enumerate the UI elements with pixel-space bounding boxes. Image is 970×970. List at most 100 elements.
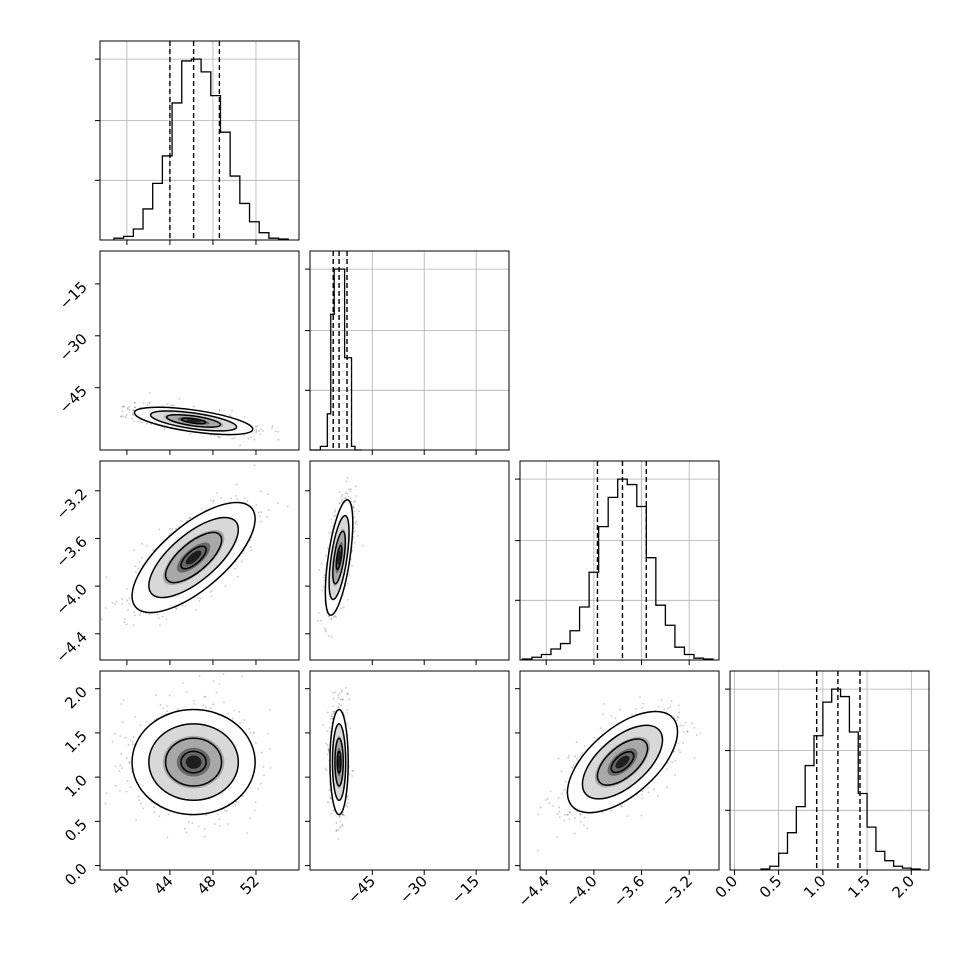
scatter-point <box>115 600 118 603</box>
scatter-point <box>341 813 344 816</box>
scatter-point <box>346 805 349 808</box>
x-tick-label: 0.0 <box>712 872 742 902</box>
scatter-point <box>150 423 152 425</box>
scatter-point <box>334 510 336 513</box>
scatter-point <box>544 799 547 801</box>
scatter-point <box>133 611 136 614</box>
scatter-point <box>193 699 196 702</box>
scatter-point <box>330 797 332 800</box>
scatter-point <box>142 807 144 810</box>
scatter-point <box>341 814 344 816</box>
scatter-point <box>342 698 344 701</box>
scatter-point <box>349 490 352 493</box>
scatter-point <box>123 405 126 408</box>
scatter-point <box>199 597 202 600</box>
scatter-point <box>181 604 184 607</box>
scatter-point <box>124 416 127 419</box>
scatter-point <box>326 547 329 550</box>
scatter-point <box>353 516 355 519</box>
scatter-point <box>352 769 355 772</box>
scatter-point <box>248 727 251 730</box>
scatter-point <box>346 709 348 712</box>
scatter-point <box>327 801 329 804</box>
scatter-point <box>127 609 130 611</box>
scatter-point <box>121 721 124 724</box>
scatter-point <box>111 601 114 604</box>
scatter-point <box>341 500 343 503</box>
histogram-background <box>730 671 929 870</box>
scatter-point <box>346 476 349 479</box>
histogram-frame <box>729 670 930 871</box>
scatter-point <box>137 567 140 570</box>
scatter-point <box>166 836 169 839</box>
scatter-point <box>177 525 180 528</box>
scatter-point <box>129 786 132 788</box>
y-tick-label: −4.0 <box>52 580 90 618</box>
scatter-point <box>113 732 116 735</box>
scatter-point <box>133 401 136 404</box>
scatter-point <box>188 516 191 519</box>
scatter-point <box>189 432 192 435</box>
scatter-point <box>212 703 215 706</box>
scatter-point <box>274 430 277 433</box>
scatter-point <box>332 810 335 812</box>
scatter-point <box>569 812 572 814</box>
scatter-point <box>105 792 108 795</box>
scatter-point <box>327 748 329 751</box>
scatter-point <box>355 520 358 523</box>
scatter-point <box>132 736 135 738</box>
scatter-point <box>145 720 148 723</box>
scatter-point <box>262 765 265 768</box>
scatter-point <box>358 510 360 513</box>
scatter-point <box>328 748 330 751</box>
scatter-point <box>120 415 123 417</box>
scatter-point <box>241 795 244 797</box>
scatter-point <box>120 415 122 418</box>
scatter-point <box>141 421 144 424</box>
scatter-point <box>317 619 319 622</box>
density-contour <box>332 530 347 585</box>
scatter-point <box>539 806 542 809</box>
scatter-point <box>347 798 350 801</box>
scatter-point <box>330 518 333 521</box>
scatter-point <box>317 612 320 615</box>
scatter-point <box>168 532 171 535</box>
scatter-point <box>123 618 126 620</box>
scatter-point <box>227 712 230 715</box>
density-content <box>100 464 289 627</box>
y-tick-label: 1.0 <box>61 771 91 801</box>
scatter-point <box>118 770 121 773</box>
density-contour <box>131 708 256 816</box>
scatter-point <box>231 437 234 440</box>
scatter-point <box>341 493 344 496</box>
scatter-point <box>326 711 329 714</box>
scatter-point <box>114 765 117 768</box>
scatter-point <box>171 404 174 407</box>
scatter-point <box>212 501 214 503</box>
y-tick-label: −3.6 <box>52 533 90 571</box>
scatter-point <box>351 565 353 567</box>
scatter-point <box>218 825 221 827</box>
scatter-point <box>337 838 340 840</box>
density-panel-0-2: −4.4−4.0−3.6−3.2 <box>52 460 300 666</box>
x-tick-label: 52 <box>237 872 263 898</box>
scatter-point <box>120 753 123 756</box>
scatter-point <box>168 694 171 697</box>
scatter-point <box>154 694 157 697</box>
scatter-point <box>145 544 148 547</box>
x-tick-label: 1.5 <box>844 872 874 902</box>
density-contour <box>324 499 354 616</box>
scatter-point <box>205 814 208 817</box>
scatter-point <box>345 497 348 500</box>
scatter-point <box>153 806 155 809</box>
scatter-point <box>329 618 332 621</box>
density-frame <box>99 250 300 451</box>
density-frame <box>99 670 300 871</box>
scatter-point <box>352 505 355 507</box>
scatter-point <box>122 699 125 702</box>
scatter-point <box>120 702 123 705</box>
scatter-point <box>666 762 669 765</box>
scatter-point <box>121 602 124 605</box>
scatter-point <box>197 596 200 599</box>
